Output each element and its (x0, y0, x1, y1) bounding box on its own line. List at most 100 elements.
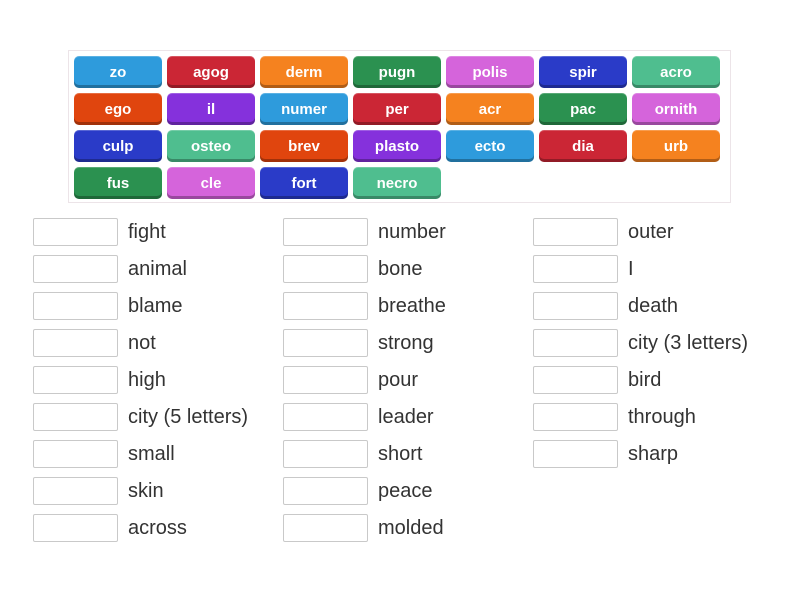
tile-pugn[interactable]: pugn (353, 56, 441, 88)
answer-slot[interactable] (533, 403, 618, 431)
tile-per[interactable]: per (353, 93, 441, 125)
match-row: skin (33, 477, 248, 505)
answer-slot[interactable] (283, 366, 368, 394)
match-row: pour (283, 366, 446, 394)
match-row: breathe (283, 292, 446, 320)
tile-ecto[interactable]: ecto (446, 130, 534, 162)
tile-row: zo agog derm pugn polis spir acro (74, 56, 725, 88)
match-row: leader (283, 403, 446, 431)
match-row: strong (283, 329, 446, 357)
answer-slot[interactable] (283, 255, 368, 283)
answer-slot[interactable] (283, 403, 368, 431)
answer-slot[interactable] (33, 477, 118, 505)
match-row: across (33, 514, 248, 542)
tile-plasto[interactable]: plasto (353, 130, 441, 162)
tile-zo[interactable]: zo (74, 56, 162, 88)
answer-slot[interactable] (533, 329, 618, 357)
definition-label: molded (378, 516, 444, 539)
tile-ornith[interactable]: ornith (632, 93, 720, 125)
tile-dia[interactable]: dia (539, 130, 627, 162)
definition-label: across (128, 516, 187, 539)
match-row: death (533, 292, 748, 320)
definition-label: outer (628, 220, 674, 243)
tile-row: culp osteo brev plasto ecto dia urb (74, 130, 725, 162)
definition-label: peace (378, 479, 433, 502)
answer-slot[interactable] (533, 292, 618, 320)
definition-label: blame (128, 294, 183, 317)
answer-slot[interactable] (533, 255, 618, 283)
answer-slot[interactable] (33, 514, 118, 542)
answer-slot[interactable] (33, 329, 118, 357)
tile-culp[interactable]: culp (74, 130, 162, 162)
definition-label: through (628, 405, 696, 428)
tile-derm[interactable]: derm (260, 56, 348, 88)
match-row: high (33, 366, 248, 394)
definition-label: skin (128, 479, 164, 502)
definition-label: I (628, 257, 634, 280)
answer-slot[interactable] (533, 366, 618, 394)
match-row: blame (33, 292, 248, 320)
tile-urb[interactable]: urb (632, 130, 720, 162)
tile-bank: zo agog derm pugn polis spir acro ego il numer per… (68, 50, 731, 203)
definition-label: short (378, 442, 423, 465)
tile-fus[interactable]: fus (74, 167, 162, 199)
definition-label: city (5 letters) (128, 405, 249, 428)
definition-label: breathe (378, 294, 446, 317)
match-row: peace (283, 477, 446, 505)
definition-column: number bone breathe strong pour leader short pe… (283, 218, 446, 551)
tile-brev[interactable]: brev (260, 130, 348, 162)
answer-slot[interactable] (283, 292, 368, 320)
answer-slot[interactable] (283, 514, 368, 542)
match-row: animal (33, 255, 248, 283)
tile-spir[interactable]: spir (539, 56, 627, 88)
definition-label: number (378, 220, 446, 243)
definition-label: animal (128, 257, 187, 280)
tile-fort[interactable]: fort (260, 167, 348, 199)
definition-label: small (128, 442, 175, 465)
tile-acr[interactable]: acr (446, 93, 534, 125)
definition-label: sharp (628, 442, 679, 465)
match-row: not (33, 329, 248, 357)
tile-numer[interactable]: numer (260, 93, 348, 125)
tile-acro[interactable]: acro (632, 56, 720, 88)
definition-label: strong (378, 331, 434, 354)
answer-slot[interactable] (33, 255, 118, 283)
answer-slot[interactable] (533, 440, 618, 468)
answer-slot[interactable] (283, 329, 368, 357)
tile-osteo[interactable]: osteo (167, 130, 255, 162)
match-row: I (533, 255, 748, 283)
tile-il[interactable]: il (167, 93, 255, 125)
answer-slot[interactable] (283, 218, 368, 246)
definition-label: not (128, 331, 156, 354)
tile-ego[interactable]: ego (74, 93, 162, 125)
answer-slot[interactable] (283, 440, 368, 468)
definition-label: leader (378, 405, 434, 428)
match-row: bird (533, 366, 748, 394)
tile-agog[interactable]: agog (167, 56, 255, 88)
match-row: number (283, 218, 446, 246)
answer-slot[interactable] (33, 292, 118, 320)
tile-row: ego il numer per acr pac ornith (74, 93, 725, 125)
tile-cle[interactable]: cle (167, 167, 255, 199)
answer-slot[interactable] (283, 477, 368, 505)
match-row: small (33, 440, 248, 468)
tile-pac[interactable]: pac (539, 93, 627, 125)
definition-label: fight (128, 220, 166, 243)
tile-row: fus cle fort necro (74, 167, 725, 199)
match-row: sharp (533, 440, 748, 468)
match-row: outer (533, 218, 748, 246)
answer-slot[interactable] (33, 218, 118, 246)
match-row: through (533, 403, 748, 431)
answer-slot[interactable] (33, 403, 118, 431)
match-row: fight (33, 218, 248, 246)
tile-polis[interactable]: polis (446, 56, 534, 88)
answer-slot[interactable] (33, 440, 118, 468)
answer-slot[interactable] (33, 366, 118, 394)
match-row: molded (283, 514, 446, 542)
match-row: city (3 letters) (533, 329, 748, 357)
answer-slot[interactable] (533, 218, 618, 246)
definition-label: death (628, 294, 679, 317)
tile-necro[interactable]: necro (353, 167, 441, 199)
